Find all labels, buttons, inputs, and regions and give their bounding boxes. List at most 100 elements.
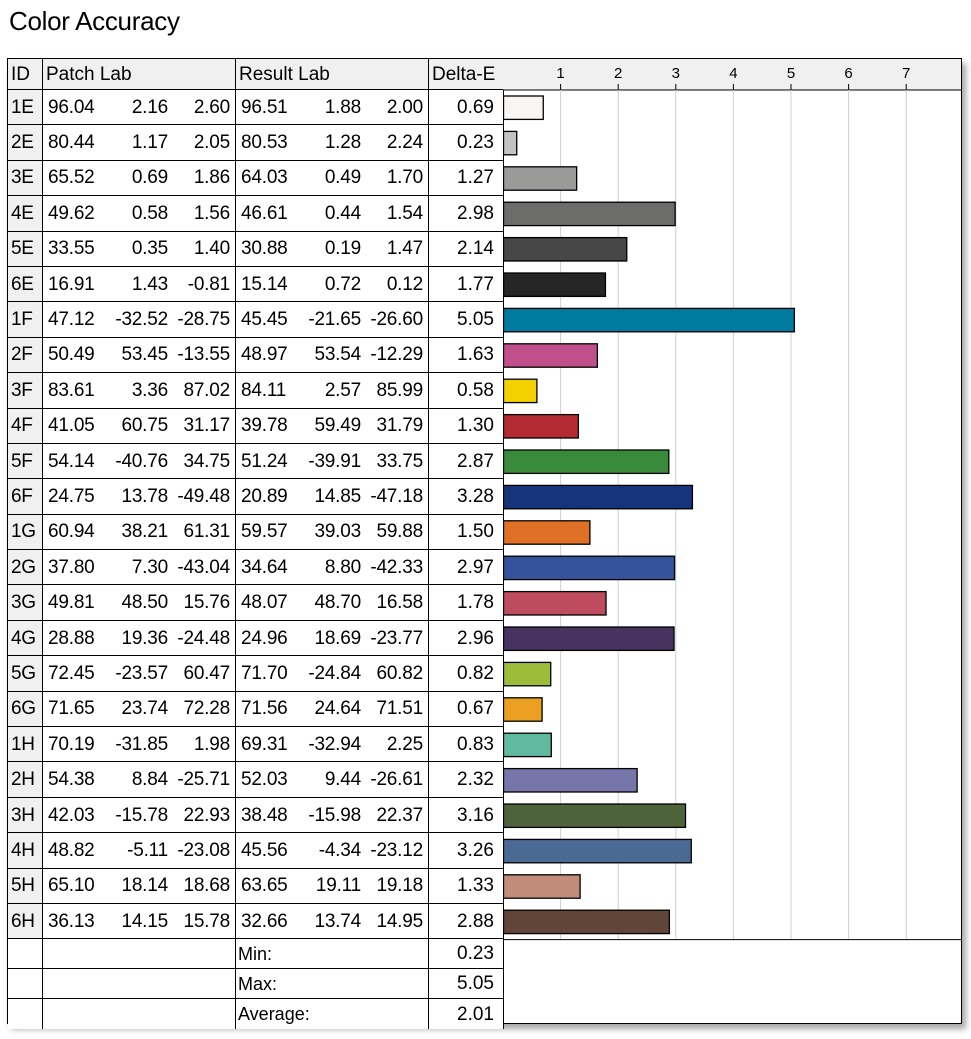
summary-value: 5.05 <box>429 969 504 1000</box>
patch-lab-a: 60.75 <box>121 415 168 437</box>
result-lab: 45.56 -4.34 -23.12 <box>236 833 429 869</box>
patch-lab-b: 87.02 <box>183 379 230 401</box>
patch-lab-b: 72.28 <box>183 698 230 720</box>
bar-3f <box>503 378 538 404</box>
tick-label: 6 <box>844 65 852 82</box>
result-lab-b: 14.95 <box>376 910 423 932</box>
delta-e-value: 1.33 <box>429 868 504 904</box>
patch-lab-a: 3.36 <box>131 379 168 401</box>
result-lab: 71.70 -24.84 60.82 <box>236 656 429 692</box>
patch-lab-a: 48.50 <box>121 592 168 614</box>
patch-lab-l: 24.75 <box>48 485 95 507</box>
result-lab-b: -26.60 <box>370 309 423 331</box>
result-lab: 34.64 8.80 -42.33 <box>236 550 429 586</box>
chart-title: Color Accuracy <box>9 6 180 36</box>
patch-lab-l: 50.49 <box>48 344 95 366</box>
result-lab-a: 0.72 <box>324 273 361 295</box>
result-lab-a: 1.28 <box>324 132 361 154</box>
patch-lab-a: -15.78 <box>115 804 168 826</box>
result-lab-a: 0.44 <box>324 202 361 224</box>
patch-lab-a: 1.17 <box>131 132 168 154</box>
patch-lab: 54.14 -40.76 34.75 <box>43 443 236 480</box>
patch-lab-b: 22.93 <box>183 804 230 826</box>
tick-label: 2 <box>614 65 622 82</box>
patch-lab-b: 34.75 <box>183 450 230 472</box>
bar-2e <box>503 130 518 156</box>
patch-lab: 33.55 0.35 1.40 <box>43 231 236 267</box>
result-lab-l: 20.89 <box>241 485 288 507</box>
result-lab-l: 64.03 <box>241 167 288 189</box>
patch-lab-l: 83.61 <box>48 379 95 401</box>
result-lab-a: 24.64 <box>314 698 361 720</box>
delta-e-value: 0.67 <box>429 691 504 728</box>
patch-lab-l: 47.12 <box>48 309 95 331</box>
result-lab: 59.57 39.03 59.88 <box>236 514 429 551</box>
patch-lab-b: 1.56 <box>193 202 230 224</box>
delta-e-value: 0.23 <box>429 125 504 161</box>
patch-lab-a: -32.52 <box>115 309 168 331</box>
bar-1h <box>503 732 552 758</box>
result-lab-b: 31.79 <box>376 415 423 437</box>
patch-lab: 41.05 60.75 31.17 <box>43 408 236 444</box>
result-lab-b: 2.00 <box>386 96 423 118</box>
delta-e-value: 2.96 <box>429 620 504 657</box>
patch-lab-a: 53.45 <box>121 344 168 366</box>
patch-lab-b: -23.08 <box>177 839 230 861</box>
result-lab: 64.03 0.49 1.70 <box>236 160 429 197</box>
patch-lab-l: 72.45 <box>48 662 95 684</box>
patch-lab-a: 13.78 <box>121 485 168 507</box>
delta-e-value: 2.87 <box>429 443 504 480</box>
result-lab-l: 32.66 <box>241 910 288 932</box>
patch-lab-a: 19.36 <box>121 627 168 649</box>
patch-lab-l: 65.52 <box>48 167 95 189</box>
delta-e-value: 3.16 <box>429 797 504 834</box>
delta-e-value: 3.26 <box>429 833 504 869</box>
row-id: 6G <box>8 691 43 728</box>
result-lab: 30.88 0.19 1.47 <box>236 231 429 267</box>
patch-lab: 16.91 1.43 -0.81 <box>43 266 236 303</box>
result-lab-a: 59.49 <box>314 415 361 437</box>
result-lab-l: 48.07 <box>241 592 288 614</box>
result-lab-b: 60.82 <box>376 662 423 684</box>
patch-lab-b: 15.78 <box>183 910 230 932</box>
tick-label: 5 <box>787 65 795 82</box>
result-lab-b: -47.18 <box>370 485 423 507</box>
result-lab-b: 1.70 <box>386 167 423 189</box>
row-id: 1F <box>8 302 43 338</box>
result-lab-a: -21.65 <box>308 309 361 331</box>
row-id: 5H <box>8 868 43 904</box>
patch-lab: 48.82 -5.11 -23.08 <box>43 833 236 869</box>
summary-value: 0.23 <box>429 939 504 970</box>
bar-6g <box>503 697 543 722</box>
delta-e-value: 1.30 <box>429 408 504 444</box>
result-lab: 96.51 1.88 2.00 <box>236 90 429 126</box>
patch-lab: 49.62 0.58 1.56 <box>43 196 236 232</box>
delta-e-value: 0.82 <box>429 656 504 692</box>
row-id: 1E <box>8 90 43 126</box>
result-lab: 69.31 -32.94 2.25 <box>236 727 429 763</box>
result-lab-l: 69.31 <box>241 733 288 755</box>
patch-lab-l: 54.14 <box>48 450 95 472</box>
result-lab-a: -15.98 <box>308 804 361 826</box>
result-lab: 39.78 59.49 31.79 <box>236 408 429 444</box>
result-lab-l: 30.88 <box>241 238 288 260</box>
result-lab-a: 0.49 <box>324 167 361 189</box>
result-lab: 46.61 0.44 1.54 <box>236 196 429 232</box>
bar-1g <box>503 520 591 545</box>
result-lab: 63.65 19.11 19.18 <box>236 868 429 904</box>
result-lab-l: 52.03 <box>241 769 288 791</box>
result-lab-l: 24.96 <box>241 627 288 649</box>
summary-empty-cell <box>43 939 236 970</box>
patch-lab: 71.65 23.74 72.28 <box>43 691 236 728</box>
patch-lab-b: -0.81 <box>187 273 231 295</box>
result-lab-b: 71.51 <box>376 698 423 720</box>
delta-e-value: 1.77 <box>429 266 504 303</box>
patch-lab-l: 48.82 <box>48 839 95 861</box>
patch-lab: 70.19 -31.85 1.98 <box>43 727 236 763</box>
patch-lab: 50.49 53.45 -13.55 <box>43 337 236 374</box>
patch-lab-a: 1.43 <box>131 273 168 295</box>
row-id: 5E <box>8 231 43 267</box>
result-lab-a: 0.19 <box>324 238 361 260</box>
bar-5h <box>503 874 581 899</box>
result-lab-l: 45.45 <box>241 309 288 331</box>
